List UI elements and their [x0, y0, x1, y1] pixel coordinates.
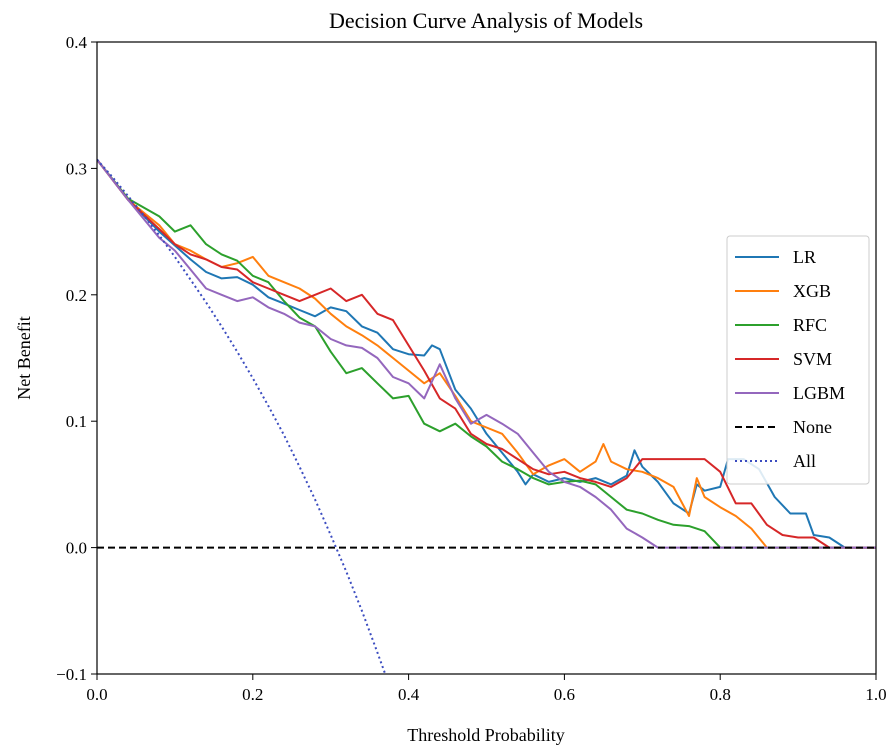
legend-label-lr: LR [793, 247, 816, 267]
series-line-rfc [97, 158, 876, 549]
y-tick-label: 0.3 [66, 159, 87, 178]
legend-label-none: None [793, 417, 832, 437]
legend-box [726, 235, 870, 485]
x-tick-label: 0.2 [242, 685, 263, 704]
legend-label-lgbm: LGBM [793, 383, 845, 403]
y-tick-label: 0.0 [66, 539, 87, 558]
x-tick-label: 0.0 [86, 685, 107, 704]
x-tick-label: 1.0 [865, 685, 886, 704]
series-line-lgbm [97, 158, 876, 549]
series-line-svm [97, 158, 876, 549]
series-line-xgb [97, 158, 876, 549]
x-tick-label: 0.4 [398, 685, 420, 704]
legend-label-rfc: RFC [793, 315, 827, 335]
legend-label-svm: SVM [793, 349, 832, 369]
x-axis-title: Threshold Probability [407, 725, 564, 745]
legend: LR XGB RFC SVM LGBM None All [726, 235, 870, 485]
x-tick-label: 0.8 [710, 685, 731, 704]
series-line-all [97, 158, 387, 674]
y-axis-title: Net Benefit [14, 316, 34, 399]
plot-frame [96, 41, 877, 675]
y-tick-label: −0.1 [56, 665, 87, 684]
chart-title: Decision Curve Analysis of Models [329, 8, 643, 33]
plot-area [97, 158, 876, 674]
y-tick-label: 0.4 [66, 33, 88, 52]
legend-label-all: All [793, 451, 816, 471]
axis-ticks: 0.0 0.2 0.4 0.6 0.8 1.0−0.10.00.10.20.30.4 [56, 33, 886, 704]
legend-label-xgb: XGB [793, 281, 831, 301]
y-tick-label: 0.2 [66, 286, 87, 305]
x-tick-label: 0.6 [554, 685, 575, 704]
y-tick-label: 0.1 [66, 412, 87, 431]
